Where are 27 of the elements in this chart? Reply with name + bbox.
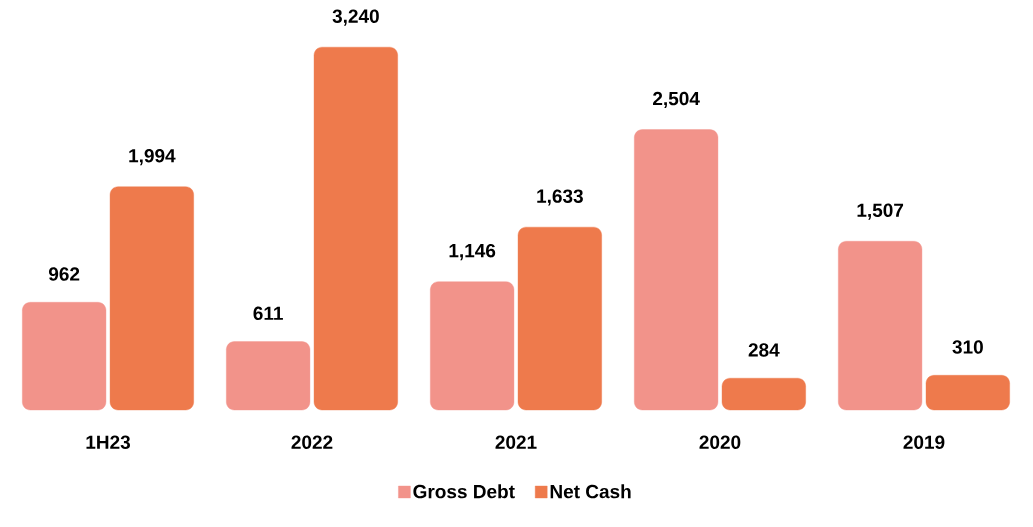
data-label: 3,240 [332, 9, 379, 26]
bar [838, 241, 923, 411]
x-tick-label: 2019 [903, 435, 945, 449]
bar [430, 281, 515, 411]
bar [22, 302, 107, 411]
bar [226, 341, 311, 411]
legend-label: Gross Debt [413, 484, 515, 499]
x-tick-label: 2021 [495, 435, 537, 449]
bar [721, 378, 806, 411]
data-label: 1,507 [857, 203, 904, 220]
bar [313, 46, 398, 411]
bar [925, 375, 1010, 411]
data-label: 1,146 [449, 243, 496, 261]
x-tick-label: 2022 [291, 435, 333, 449]
data-label: 1,994 [129, 148, 176, 166]
bar [634, 129, 719, 411]
data-label: 284 [748, 343, 780, 357]
data-label: 1,633 [537, 189, 583, 206]
data-label: 962 [48, 267, 80, 281]
data-label: 310 [952, 340, 983, 354]
legend-label: Net Cash [550, 484, 631, 499]
x-tick-label: 1H23 [86, 435, 131, 450]
bar [109, 186, 194, 411]
bar [517, 226, 602, 411]
data-label: 611 [253, 306, 283, 321]
data-label: 2,504 [653, 91, 700, 109]
x-tick-label: 2020 [699, 435, 741, 449]
